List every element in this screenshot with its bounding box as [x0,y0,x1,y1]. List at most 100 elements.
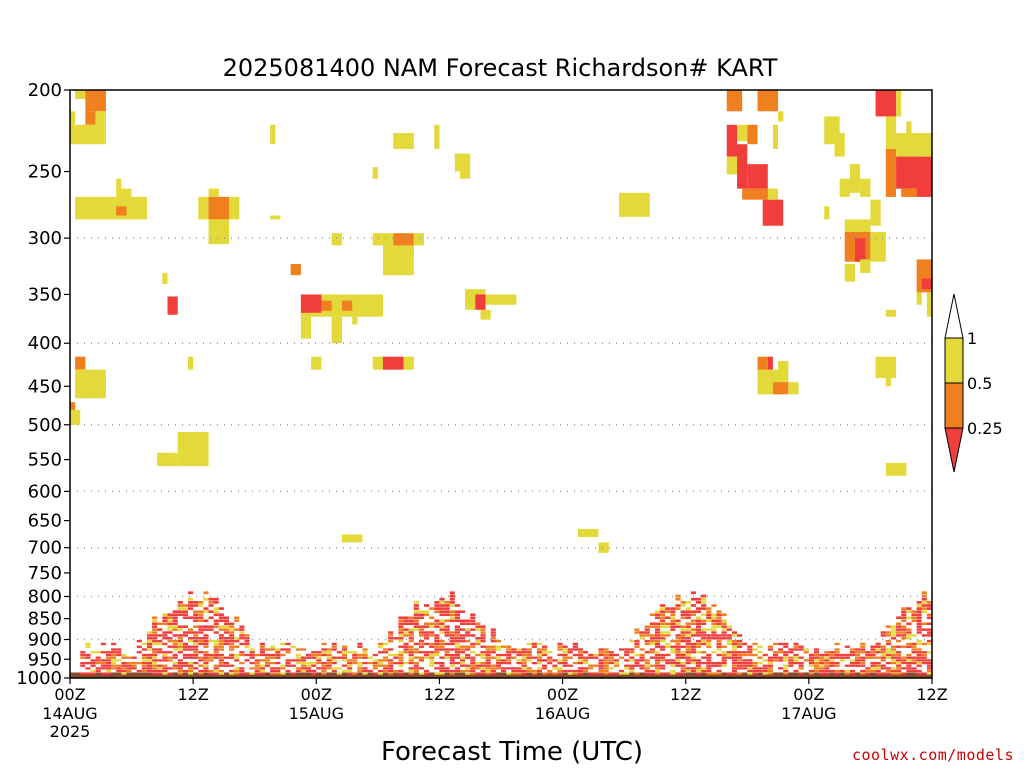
ri-band-cell [234,628,240,631]
ri-cell [131,196,142,207]
ri-band-cell [767,661,773,665]
ri-band-cell [911,642,917,646]
ri-band-cell [603,651,609,654]
ri-band-cell [116,664,122,667]
ri-band-cell [208,610,214,613]
ri-band-cell [752,672,758,675]
ri-band-cell [808,664,814,667]
ri-band-cell [188,656,194,659]
ri-band-cell [788,659,794,662]
ri-band-cell [875,669,881,673]
ri-band-cell [193,625,199,628]
ri-band-cell [557,659,563,662]
ri-band-cell [377,659,383,662]
ri-band-cell [429,664,435,667]
ri-band-cell [577,651,584,654]
ri-band-cell [778,642,784,646]
ri-band-cell [331,648,337,651]
ri-cell [885,309,897,317]
ri-band-cell [146,634,153,637]
ri-band-cell [644,672,650,675]
ri-band-cell [229,645,235,648]
ri-band-cell [665,622,671,626]
ri-band-cell [701,631,707,634]
ri-band-cell [521,672,527,675]
ri-band-cell [413,604,419,607]
y-tick-label: 600 [28,481,62,502]
ri-band-cell [388,648,394,651]
ri-band-cell [398,659,404,662]
ri-band-cell [300,659,307,662]
ri-band-cell [270,656,276,659]
ri-band-cell [675,642,681,646]
ri-band-cell [767,672,773,675]
ri-band-cell [737,667,743,670]
ri-band-cell [808,661,814,665]
ri-band-cell [434,637,440,640]
ri-band-cell [675,672,681,675]
ri-band-cell [439,597,445,601]
ri-band-cell [229,625,235,628]
ri-band-cell [203,637,209,640]
ri-band-cell [341,656,348,659]
ri-band-cell [393,669,399,673]
ri-band-cell [213,653,219,657]
ri-band-cell [347,669,353,673]
ri-band-cell [439,613,445,617]
ri-band-cell [264,661,271,665]
ri-band-cell [870,651,876,654]
ri-band-cell [167,619,173,623]
ri-band-cell [157,648,163,651]
ri-band-cell [429,645,435,648]
ri-band-cell [911,659,917,662]
ri-band-cell [731,648,738,651]
ri-band-cell [367,661,373,665]
ri-band-cell [506,659,512,662]
ri-band-cell [896,616,902,620]
ri-band-cell [778,656,784,659]
ri-band-cell [701,601,707,604]
ri-band-cell [80,664,86,667]
ri-band-cell [203,659,209,662]
ri-band-cell [208,659,214,662]
ri-band-cell [198,628,204,631]
ri-band-cell [208,628,214,631]
ri-band-cell [100,672,106,675]
ri-band-cell [239,651,245,654]
ri-band-cell [116,648,122,651]
ri-band-cell [454,625,460,628]
ri-band-cell [167,622,173,626]
ri-band-cell [388,664,394,667]
ri-cell [300,316,312,339]
ri-band-cell [424,622,430,626]
ri-band-cell [737,656,743,659]
ri-band-cell [188,631,194,634]
ri-band-cell [408,634,414,637]
ri-band-cell [439,601,445,604]
ri-band-cell [403,661,409,665]
ri-band-cell [249,648,255,651]
credit-text[interactable]: coolwx.com/models [851,746,1014,764]
ri-band-cell [639,637,645,640]
ri-band-cell [382,659,389,662]
ri-band-cell [916,625,922,628]
ri-band-cell [352,656,358,659]
ri-band-cell [624,672,630,675]
ri-band-cell [695,597,702,601]
ri-band-cell [306,653,312,657]
ri-cell [270,124,276,145]
ri-cell [598,542,609,553]
ri-band-cell [685,639,691,643]
ri-band-cell [706,664,712,667]
ri-band-cell [306,667,312,670]
ri-band-cell [660,610,666,613]
ri-band-cell [916,653,922,657]
ri-band-cell [188,672,194,675]
ri-cell [480,309,491,320]
ri-band-cell [188,667,194,670]
ri-band-cell [916,631,922,634]
ri-band-cell [470,656,476,659]
ri-band-cell [726,634,732,637]
ri-band-cell [711,631,717,634]
ri-band-cell [757,656,763,659]
